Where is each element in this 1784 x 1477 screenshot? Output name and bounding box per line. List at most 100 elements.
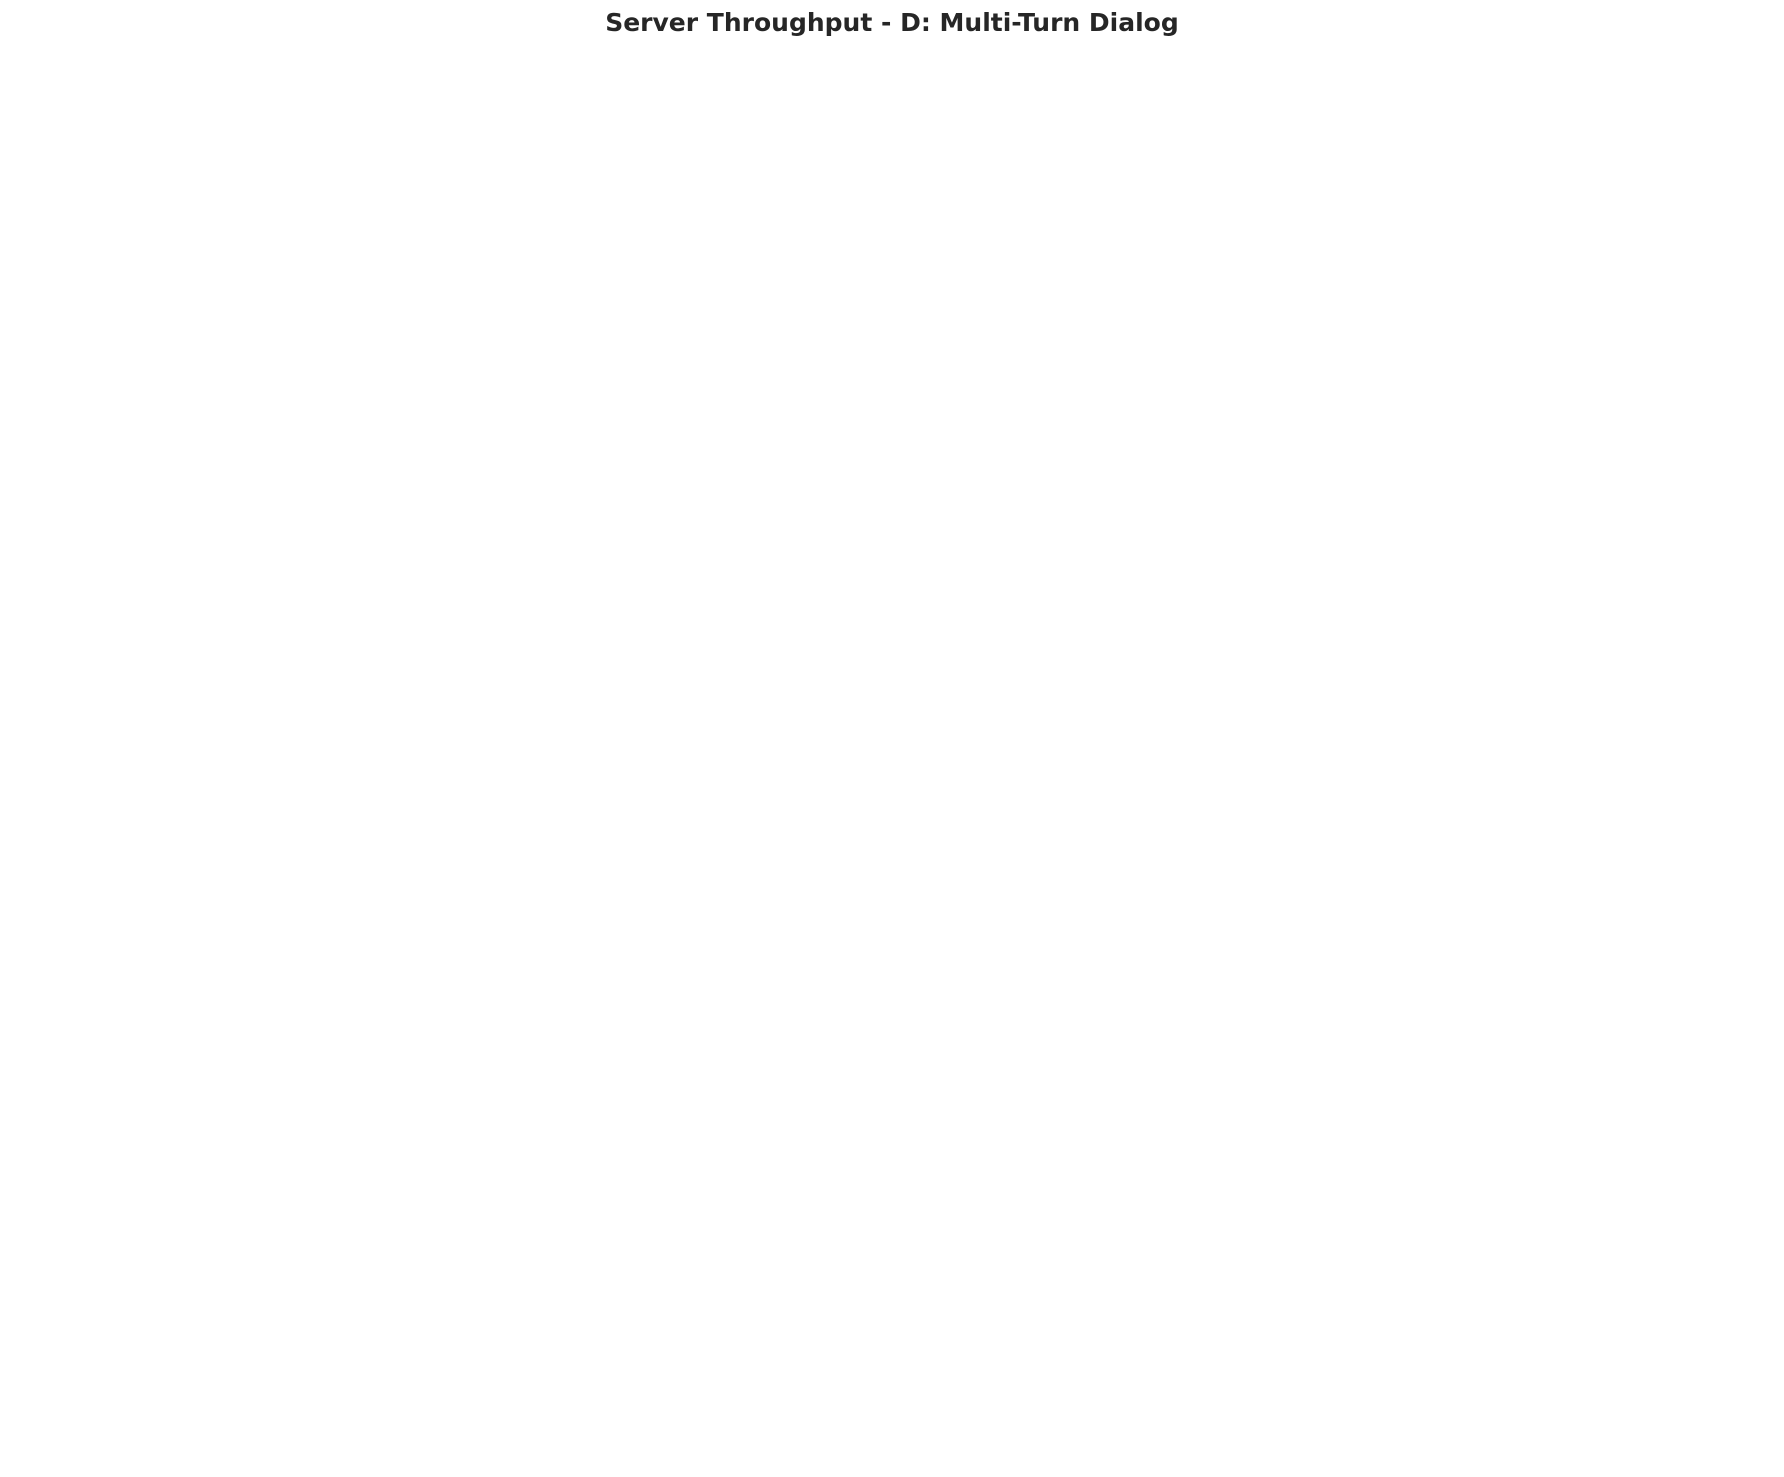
data-point-vllm [750, 1017, 764, 1031]
data-point-sglang [1637, 233, 1651, 247]
legend-label: vLLM [162, 163, 203, 182]
data-point-vllm [1459, 487, 1473, 501]
data-point-sglang [1459, 1219, 1473, 1233]
y-tick-label: 1000 [931, 493, 969, 511]
data-point-nim [482, 1323, 496, 1337]
data-point-nim [1281, 1336, 1295, 1350]
data-point-sglang [1726, 188, 1740, 202]
y-tick-label: 3000 [931, 1039, 969, 1057]
legend-label: vLLM [1051, 163, 1092, 182]
figure-title: Server Throughput - D: Multi-Turn Dialog [605, 8, 1179, 37]
data-point-vllm [393, 620, 407, 634]
data-point-sglang [482, 576, 496, 590]
data-point-vllm [1726, 820, 1740, 834]
x-tick-label: 16 [480, 1417, 499, 1435]
x-tick-label: 2 [1105, 1417, 1115, 1435]
y-tick-label: 1000 [42, 576, 80, 594]
data-point-vllm [1014, 660, 1028, 674]
data-point-sglang [1548, 364, 1562, 378]
data-point-nim [1370, 1297, 1384, 1311]
y-tick-label: 2000 [931, 1151, 969, 1169]
x-tick-label: 256 [1719, 1417, 1748, 1435]
data-point-sglang [215, 651, 229, 665]
data-point-sglang [482, 1325, 496, 1339]
x-tick-label: 1 [128, 704, 138, 722]
data-point-nim [1459, 1226, 1473, 1240]
data-point-sglang [125, 1373, 139, 1387]
series-line-nim [132, 873, 848, 1382]
data-point-nim [1103, 653, 1117, 667]
series-line-sglang [132, 216, 848, 668]
data-point-vllm [1548, 1075, 1562, 1089]
x-tick-label: 128 [743, 704, 772, 722]
data-point-nim [839, 223, 853, 237]
legend-label: NIM [1051, 103, 1082, 122]
y-tick-label: 1000 [931, 1263, 969, 1281]
series-line-vllm [132, 826, 848, 1383]
data-point-sglang [215, 1368, 229, 1382]
y-axis-label: Server Throughput (tok/s) [8, 285, 27, 492]
data-point-nim [661, 1185, 675, 1199]
x-tick-label: 32 [1457, 704, 1476, 722]
y-tick-label: 5000 [42, 202, 80, 220]
legend-marker-sglang [1006, 848, 1020, 862]
legend-marker-nim [117, 105, 131, 119]
x-axis-label: Batch Size [1331, 725, 1415, 744]
data-point-nim [571, 1275, 585, 1289]
x-tick-label: 1 [128, 1417, 138, 1435]
series-line-nim [132, 229, 848, 666]
data-point-sglang [1726, 867, 1740, 881]
x-tick-label: 32 [569, 1417, 588, 1435]
y-tick-label: 2000 [42, 1195, 80, 1213]
legend-label: NIM [162, 816, 193, 835]
x-tick-label: 2 [217, 1417, 227, 1435]
legend-label: vLLM [162, 876, 203, 895]
data-point-nim [839, 867, 853, 881]
subplot-1: 1 2 8 16 32 64 128 256050010001500200025003000L… [897, 59, 1768, 744]
data-point-sglang [1103, 656, 1117, 670]
data-point-nim [750, 1041, 764, 1055]
y-tick-label: 0 [70, 670, 80, 688]
data-point-sglang [750, 1087, 764, 1101]
legend-label: SGLang [162, 846, 224, 865]
data-point-nim [1726, 349, 1740, 363]
y-tick-label: 4000 [42, 296, 80, 314]
x-tick-label: 16 [480, 704, 499, 722]
legend-marker-sglang [117, 848, 131, 862]
data-point-sglang [839, 211, 853, 225]
legend-marker-vllm [117, 878, 131, 892]
data-point-sglang [1548, 1103, 1562, 1117]
data-point-sglang [1370, 573, 1384, 587]
y-tick-label: 2000 [931, 321, 969, 339]
data-point-sglang [839, 953, 853, 967]
data-point-sglang [1014, 662, 1028, 676]
y-axis-label: Server Throughput (tok/s) [8, 998, 27, 1205]
data-point-nim [1014, 660, 1028, 674]
x-axis-label: Batch Size [1331, 1438, 1415, 1457]
y-tick-label: 1000 [42, 1287, 80, 1305]
x-tick-label: 8 [395, 1417, 405, 1435]
x-tick-label: 128 [743, 1417, 772, 1435]
data-point-sglang [1281, 619, 1295, 633]
data-point-vllm [571, 1274, 585, 1288]
data-point-vllm [1548, 311, 1562, 325]
data-point-nim [1103, 1367, 1117, 1381]
data-point-vllm [1370, 549, 1384, 563]
x-tick-label: 128 [1630, 1417, 1659, 1435]
legend-marker-sglang [117, 135, 131, 149]
x-axis-label: Batch Size [443, 725, 527, 744]
legend-marker-vllm [1006, 878, 1020, 892]
data-point-sglang [1637, 965, 1651, 979]
data-point-vllm [125, 1373, 139, 1387]
x-tick-label: 128 [1630, 704, 1659, 722]
legend-label: NIM [1051, 816, 1082, 835]
subplot-2: 1 2 8 16 32 64 128 2560100020003000400050006000… [8, 772, 881, 1457]
y-tick-label: 4000 [931, 927, 969, 945]
x-tick-label: 256 [1719, 704, 1748, 722]
data-point-sglang [571, 511, 585, 525]
subplot-3: 1 2 8 16 32 64 128 256010002000300040005000Qwen… [897, 772, 1768, 1457]
y-tick-label: 0 [959, 666, 969, 684]
data-point-sglang [1281, 1335, 1295, 1349]
data-point-sglang [1014, 1372, 1028, 1386]
series-line-sglang [1021, 193, 1734, 671]
